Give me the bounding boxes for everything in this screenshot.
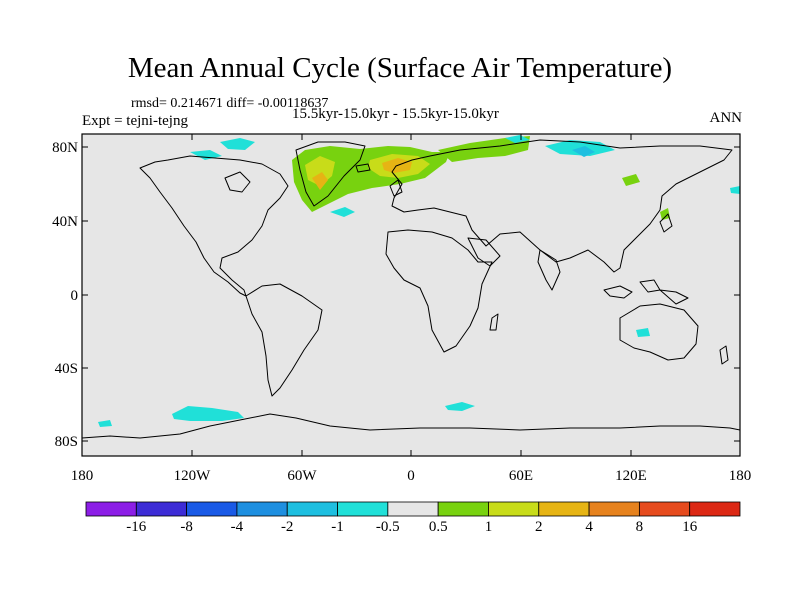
- colorbar-swatch: [387, 501, 439, 517]
- coast-africa: [385, 229, 493, 353]
- colorbar: [85, 501, 741, 517]
- season-label: ANN: [709, 110, 743, 126]
- coastlines: [81, 139, 741, 439]
- anomaly-australia-cool: [636, 328, 650, 337]
- lat-label-40s: 40S: [54, 361, 78, 377]
- lon-label-120e: 120E: [615, 468, 647, 484]
- case-label: 15.5kyr-15.0kyr - 15.5kyr-15.0kyr: [292, 106, 499, 122]
- anomaly-arctic-cool-5: [505, 135, 530, 143]
- colorbar-swatch: [186, 501, 238, 517]
- lat-label-80s: 80S: [54, 434, 78, 450]
- anomaly-southern-ocean-cool-2: [445, 402, 475, 411]
- lon-label-120w: 120W: [173, 468, 211, 484]
- coast-madagascar: [489, 313, 499, 331]
- colorbar-swatch: [337, 501, 389, 517]
- colorbar-swatch: [689, 501, 741, 517]
- coast-india: [537, 249, 561, 291]
- coast-se-asia-islands: [603, 279, 689, 305]
- coast-iceland: [355, 163, 371, 173]
- coast-north-america: [139, 155, 289, 297]
- anomaly-japan-warm: [660, 208, 670, 220]
- coast-south-america: [245, 283, 323, 397]
- colorbar-label: -4: [230, 519, 244, 535]
- map-background: [82, 134, 740, 456]
- colorbar-label: 8: [635, 519, 644, 535]
- map-title: Mean Annual Cycle (Surface Air Temperatu…: [127, 52, 673, 84]
- colorbar-label: -2: [280, 519, 294, 535]
- lat-label-0: 0: [70, 288, 79, 304]
- colorbar-swatch: [488, 501, 540, 517]
- colorbar-label: 16: [682, 519, 698, 535]
- colorbar-label: 4: [585, 519, 593, 535]
- colorbar-label: 2: [535, 519, 543, 535]
- anomaly-east-siberia-warm: [622, 174, 640, 186]
- colorbar-swatch: [85, 501, 137, 517]
- colorbar-swatch: [588, 501, 640, 517]
- lon-label-0: 0: [407, 468, 415, 484]
- colorbar-label: -8: [180, 519, 193, 535]
- coast-antarctica: [81, 413, 741, 439]
- lon-label-60w: 60W: [287, 468, 317, 484]
- coast-new-zealand: [719, 345, 729, 365]
- colorbar-swatch: [236, 501, 288, 517]
- colorbar-label: -16: [126, 519, 147, 535]
- coast-hudson-bay: [224, 171, 251, 193]
- colorbar-swatch: [437, 501, 489, 517]
- anomaly-arctic-cool-4: [572, 146, 595, 157]
- axis-ticks: [82, 134, 740, 456]
- anomaly-atlantic-cool: [330, 207, 355, 217]
- coast-greenland: [295, 141, 366, 207]
- coast-british-isles: [389, 179, 403, 197]
- colorbar-label: -1: [331, 519, 344, 535]
- anomaly-southern-ocean-cool-1: [172, 406, 244, 421]
- colorbar-swatch: [638, 501, 691, 517]
- coast-australia: [619, 303, 699, 361]
- coast-eurasia: [391, 139, 733, 273]
- anomaly-pacific-cool: [730, 186, 740, 194]
- colorbar-swatch: [538, 501, 590, 517]
- anomaly-field: [98, 135, 740, 427]
- colorbar-label: 1: [484, 519, 493, 535]
- lon-label-180e: 180: [728, 468, 752, 484]
- stats-text: rmsd= 0.214671 diff= -0.00118637: [131, 96, 329, 111]
- colorbar-label: 0.5: [428, 519, 448, 535]
- anomaly-southern-ocean-cool-3: [98, 420, 112, 427]
- lat-label-80n: 80N: [52, 140, 78, 156]
- lat-label-40n: 40N: [52, 214, 78, 230]
- coast-japan: [659, 213, 673, 233]
- anomaly-greenland-hot: [312, 172, 328, 190]
- colorbar-label: -0.5: [375, 519, 400, 535]
- colorbar-swatch: [286, 501, 338, 517]
- anomaly-arctic-cool-1: [220, 138, 255, 150]
- lon-label-180w: 180: [70, 468, 94, 484]
- experiment-label: Expt = tejni-tejng: [82, 113, 188, 129]
- lon-label-60e: 60E: [508, 468, 534, 484]
- anomaly-siberia-warm: [438, 136, 530, 162]
- coast-arabia: [467, 237, 501, 267]
- colorbar-swatch: [135, 501, 188, 517]
